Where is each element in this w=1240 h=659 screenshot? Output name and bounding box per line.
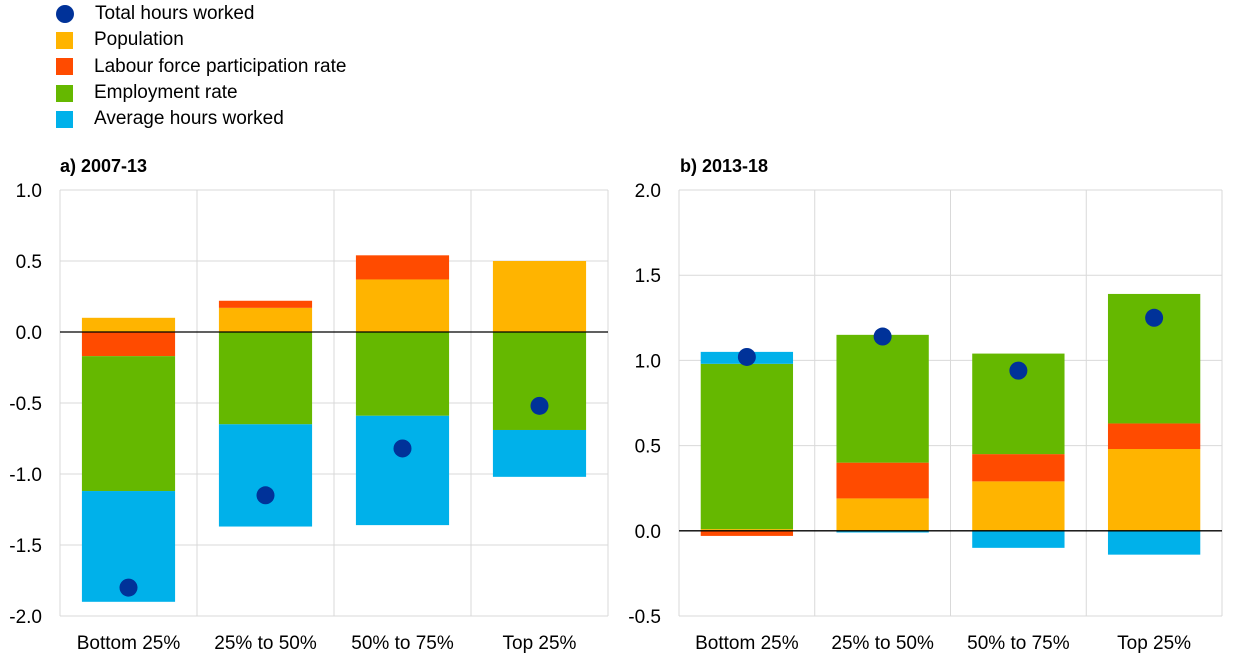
panel-a-y-tick-label: -0.5 <box>9 394 42 415</box>
panel-b-bar-segment <box>836 530 929 533</box>
panel-b-y-tick-label: -0.5 <box>628 607 661 628</box>
panel-a-y-tick-label: 0.0 <box>16 323 42 344</box>
legend-item-population: Population <box>56 27 346 53</box>
legend-label: Total hours worked <box>95 3 255 25</box>
panel-a-y-tick-label: -1.0 <box>9 465 42 486</box>
legend-swatch-icon <box>56 31 73 49</box>
panel-b-bar-segment <box>700 363 794 530</box>
legend-item-participation: Labour force participation rate <box>56 54 346 80</box>
panel-b-x-tick-label: 50% to 75% <box>967 633 1070 654</box>
panel-b-bar-segment <box>972 530 1065 548</box>
panel-b-y-tick-label: 1.0 <box>635 351 661 372</box>
legend-item-average-hours: Average hours worked <box>56 106 346 132</box>
legend-label: Labour force participation rate <box>94 55 347 77</box>
panel-b-total-dot <box>1145 308 1164 327</box>
panel-a-title: a) 2007-13 <box>60 156 148 176</box>
panel-b-bar-segment <box>972 481 1065 531</box>
panel-b-y-tick-label: 1.5 <box>635 266 661 287</box>
panel-a-bar-segment <box>218 300 313 308</box>
panel-a-bar-segment <box>81 317 176 332</box>
panel-a-bar-segment <box>492 261 587 332</box>
panel-b-x-tick-label: Bottom 25% <box>695 633 799 654</box>
panel-a-bar-segment <box>218 424 313 527</box>
panel-a-bar-segment <box>355 415 450 526</box>
panel-a-total-dot <box>256 486 275 505</box>
panel-b-y-tick-label: 2.0 <box>635 181 661 202</box>
panel-a-y-tick-label: -2.0 <box>9 607 42 628</box>
panel-a-y-tick-label: -1.5 <box>9 536 42 557</box>
panel-b-x-tick-label: Top 25% <box>1117 633 1191 654</box>
panel-a-bar-segment <box>492 429 587 477</box>
panel-a-x-tick-label: Bottom 25% <box>77 633 181 654</box>
panel-b-bar-segment <box>1107 449 1201 531</box>
panel-a-bar-segment <box>81 332 176 357</box>
panel-b-bar-segment <box>1107 423 1201 450</box>
panel-a-total-dot <box>530 396 549 415</box>
panel-b-total-dot <box>1009 361 1028 380</box>
panel-b-bar-segment <box>700 529 794 531</box>
panel-b-bar-segment <box>972 454 1065 482</box>
panel-b-bar-segment <box>836 498 929 531</box>
panel-a-bar-segment <box>355 332 450 416</box>
panel-a-bar-segment <box>492 332 587 430</box>
panel-b-title: b) 2013-18 <box>680 156 769 176</box>
panel-a-x-tick-label: 50% to 75% <box>351 633 454 654</box>
legend-swatch-icon <box>56 58 73 76</box>
panel-b-y-tick-label: 0.5 <box>635 437 661 458</box>
legend-swatch-icon <box>56 110 73 128</box>
panel-b-x-tick-label: 25% to 50% <box>831 633 934 654</box>
legend-dot-icon <box>56 5 74 24</box>
panel-b-total-dot <box>873 327 892 346</box>
panel-b-bar-segment <box>1107 530 1201 555</box>
panel-a-x-tick-label: 25% to 50% <box>214 633 317 654</box>
panel-a-bar-segment <box>355 279 450 332</box>
panel-b-bar-segment <box>700 530 794 536</box>
panel-a-total-dot <box>119 578 138 597</box>
panel-a-bar-segment <box>355 255 450 280</box>
panel-a-total-dot <box>393 439 412 458</box>
panel-a-bar-segment <box>218 332 313 425</box>
panel-b-total-dot <box>737 347 756 366</box>
panel-b-y-tick-label: 0.0 <box>635 522 661 543</box>
legend-label: Population <box>94 29 184 51</box>
legend: Total hours worked Population Labour for… <box>56 1 346 132</box>
legend-label: Employment rate <box>94 82 238 104</box>
legend-item-total-hours: Total hours worked <box>56 1 346 27</box>
panel-a-y-tick-label: 1.0 <box>16 181 42 202</box>
panel-a-bar-segment <box>81 356 176 492</box>
legend-swatch-icon <box>56 84 73 102</box>
legend-item-employment: Employment rate <box>56 80 346 106</box>
panel-a-x-tick-label: Top 25% <box>503 633 577 654</box>
panel-a-bar-segment <box>218 307 313 332</box>
panel-b-bar-segment <box>836 334 929 463</box>
panel-a-y-tick-label: 0.5 <box>16 252 42 273</box>
panel-b-bar-segment <box>836 462 929 499</box>
legend-label: Average hours worked <box>94 108 284 130</box>
